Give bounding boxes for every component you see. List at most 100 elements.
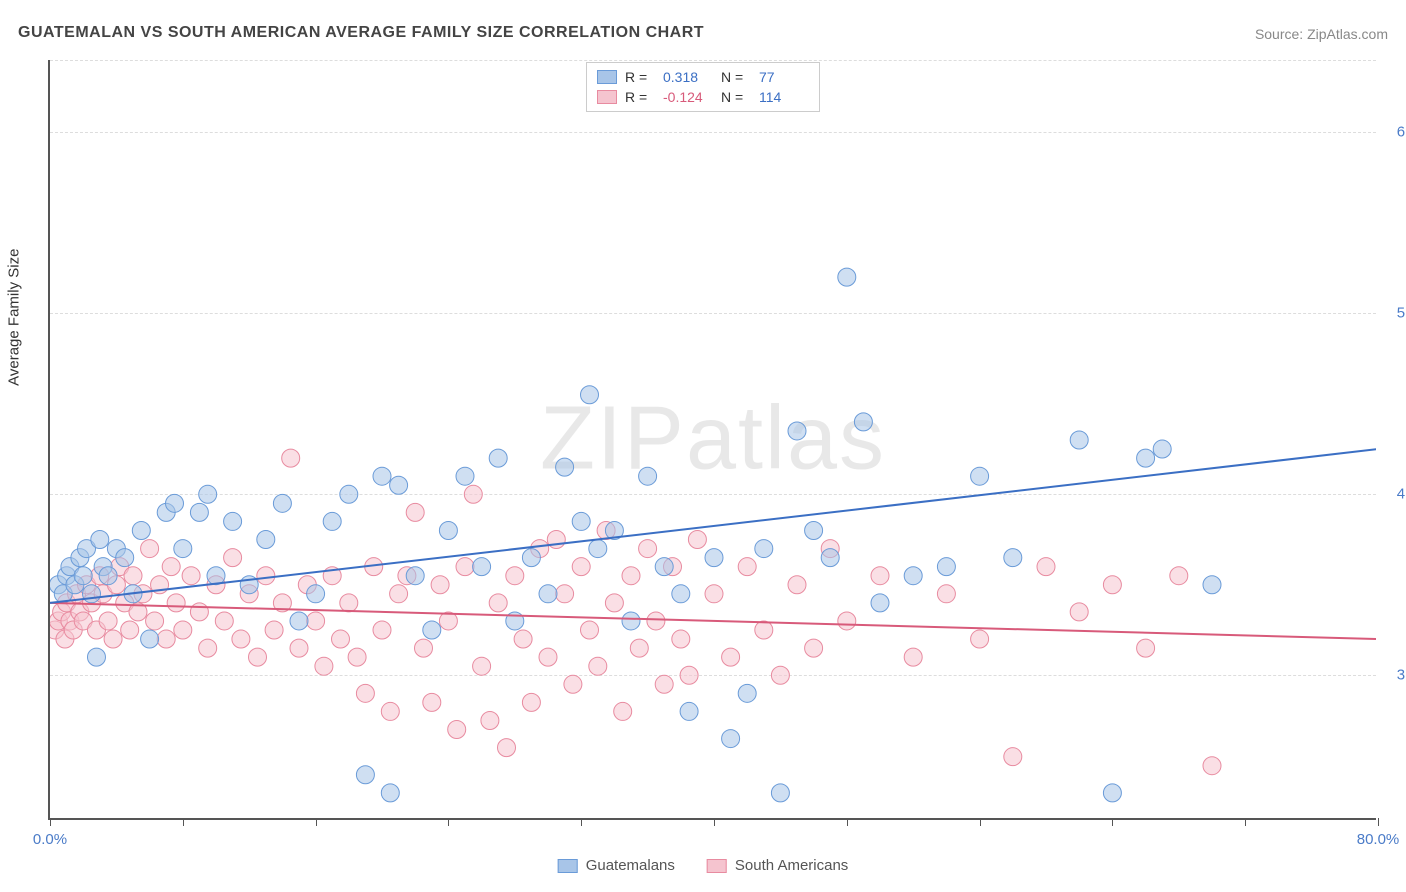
scatter-point [166, 494, 184, 512]
legend-swatch [558, 859, 578, 873]
legend-n-label: N = [721, 89, 751, 105]
scatter-point [104, 630, 122, 648]
scatter-point [680, 702, 698, 720]
scatter-point [738, 684, 756, 702]
legend-top: R =0.318N =77R =-0.124N =114 [586, 62, 820, 112]
scatter-point [821, 549, 839, 567]
legend-row: R =0.318N =77 [597, 67, 809, 87]
scatter-point [1070, 431, 1088, 449]
scatter-point [406, 503, 424, 521]
scatter-point [190, 503, 208, 521]
scatter-point [167, 594, 185, 612]
scatter-point [1004, 748, 1022, 766]
scatter-point [157, 630, 175, 648]
scatter-point [116, 549, 134, 567]
scatter-point [190, 603, 208, 621]
scatter-point [805, 639, 823, 657]
scatter-point [146, 612, 164, 630]
scatter-point [121, 621, 139, 639]
scatter-point [539, 648, 557, 666]
scatter-point [99, 567, 117, 585]
scatter-point [655, 675, 673, 693]
y-axis-label: Average Family Size [6, 249, 23, 386]
scatter-point [1103, 576, 1121, 594]
x-tick [448, 818, 449, 826]
scatter-point [971, 630, 989, 648]
scatter-point [705, 585, 723, 603]
legend-swatch [597, 90, 617, 104]
scatter-point [1137, 639, 1155, 657]
legend-label: Guatemalans [586, 857, 675, 874]
x-tick [980, 818, 981, 826]
scatter-point [162, 558, 180, 576]
scatter-point [639, 467, 657, 485]
scatter-point [755, 621, 773, 639]
scatter-point [356, 766, 374, 784]
scatter-point [937, 585, 955, 603]
scatter-point [838, 612, 856, 630]
legend-n-value: 114 [759, 89, 809, 105]
scatter-point [522, 549, 540, 567]
x-tick-label: 80.0% [1357, 831, 1400, 848]
scatter-point [373, 621, 391, 639]
scatter-point [282, 449, 300, 467]
scatter-point [871, 567, 889, 585]
scatter-point [738, 558, 756, 576]
scatter-point [655, 558, 673, 576]
scatter-point [605, 594, 623, 612]
legend-bottom: Guatemalans South Americans [558, 857, 849, 874]
scatter-point [788, 576, 806, 594]
scatter-point [581, 621, 599, 639]
scatter-point [99, 612, 117, 630]
legend-swatch [707, 859, 727, 873]
scatter-point [456, 558, 474, 576]
scatter-point [273, 494, 291, 512]
scatter-point [464, 485, 482, 503]
scatter-point [904, 567, 922, 585]
scatter-point [722, 730, 740, 748]
scatter-point [83, 585, 101, 603]
scatter-point [614, 702, 632, 720]
scatter-point [589, 540, 607, 558]
legend-r-value: 0.318 [663, 69, 713, 85]
scatter-point [174, 621, 192, 639]
x-tick [1378, 818, 1379, 826]
scatter-point [937, 558, 955, 576]
scatter-point [1153, 440, 1171, 458]
scatter-point [249, 648, 267, 666]
scatter-point [290, 612, 308, 630]
scatter-point [556, 585, 574, 603]
scatter-point [439, 521, 457, 539]
scatter-point [448, 721, 466, 739]
scatter-point [854, 413, 872, 431]
scatter-point [630, 639, 648, 657]
scatter-point [1203, 576, 1221, 594]
scatter-point [232, 630, 250, 648]
scatter-point [141, 540, 159, 558]
scatter-point [771, 666, 789, 684]
scatter-point [340, 485, 358, 503]
scatter-point [332, 630, 350, 648]
scatter-point [348, 648, 366, 666]
scatter-point [904, 648, 922, 666]
legend-n-label: N = [721, 69, 751, 85]
chart-title: GUATEMALAN VS SOUTH AMERICAN AVERAGE FAM… [18, 24, 704, 42]
scatter-point [423, 693, 441, 711]
scatter-point [1037, 558, 1055, 576]
scatter-point [381, 702, 399, 720]
legend-bottom-item: South Americans [707, 857, 848, 874]
x-tick [714, 818, 715, 826]
scatter-point [971, 467, 989, 485]
scatter-point [473, 657, 491, 675]
scatter-point [323, 512, 341, 530]
scatter-point [556, 458, 574, 476]
y-tick-label: 5.00 [1397, 305, 1406, 322]
legend-bottom-item: Guatemalans [558, 857, 675, 874]
scatter-point [647, 612, 665, 630]
scatter-point [539, 585, 557, 603]
scatter-point [1070, 603, 1088, 621]
scatter-point [74, 567, 92, 585]
scatter-point [373, 467, 391, 485]
x-tick [581, 818, 582, 826]
scatter-point [406, 567, 424, 585]
